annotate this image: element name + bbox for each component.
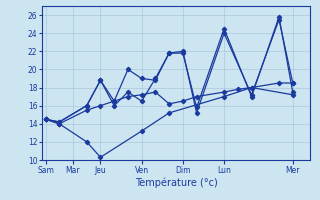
X-axis label: Température (°c): Température (°c) bbox=[135, 177, 217, 188]
